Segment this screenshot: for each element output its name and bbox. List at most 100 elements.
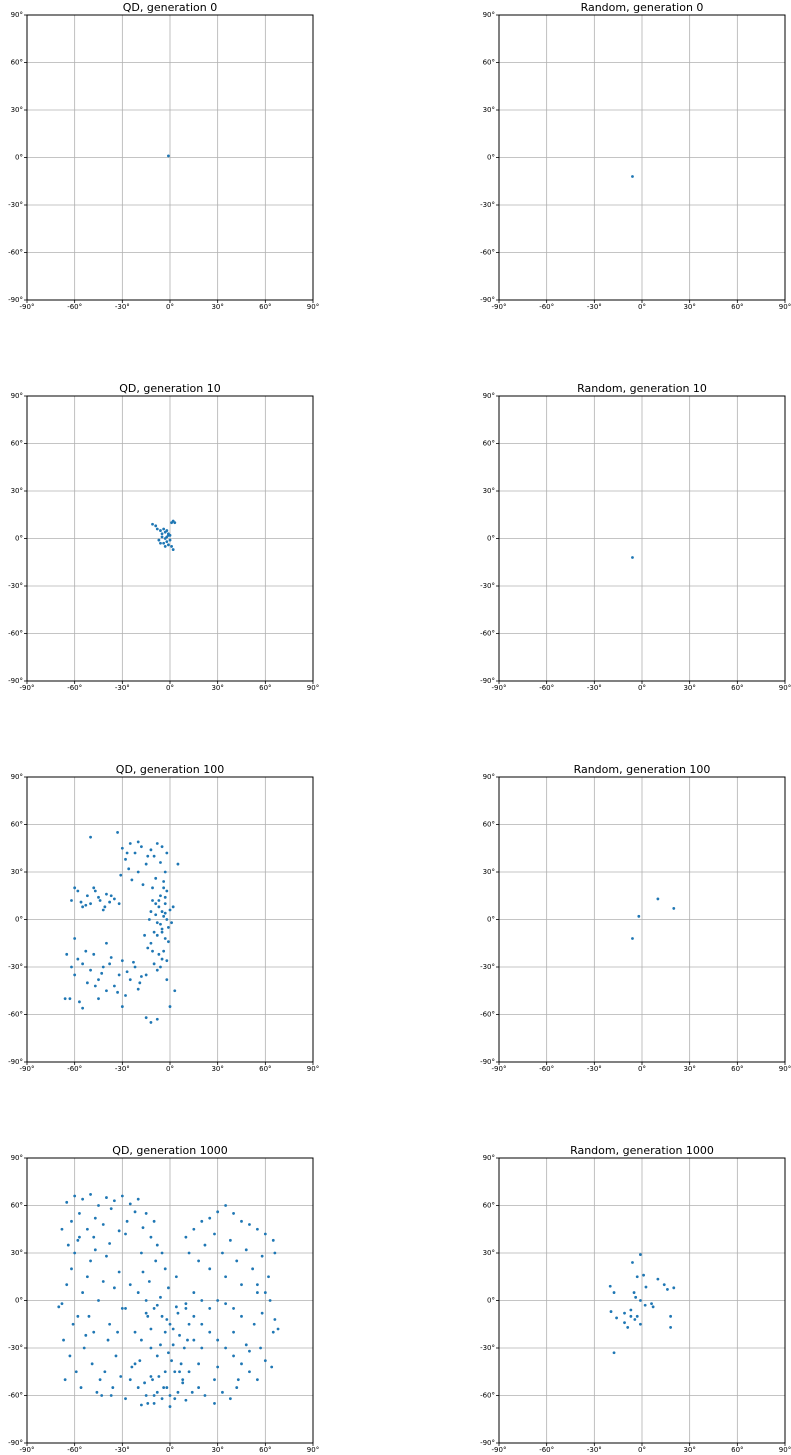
point xyxy=(146,1402,150,1405)
point xyxy=(184,1307,188,1310)
y-tick-label: -30° xyxy=(8,582,23,590)
point xyxy=(208,1307,212,1310)
point xyxy=(128,1378,132,1382)
point xyxy=(136,1197,140,1201)
point xyxy=(200,1346,204,1350)
point xyxy=(120,959,124,963)
point xyxy=(192,1314,196,1318)
point xyxy=(60,1302,64,1306)
point xyxy=(106,1338,110,1342)
point xyxy=(631,937,634,940)
point xyxy=(133,1362,137,1366)
point xyxy=(133,1210,137,1214)
point xyxy=(93,1248,97,1252)
point xyxy=(124,994,127,997)
point xyxy=(631,1261,634,1264)
point xyxy=(81,1291,85,1294)
point xyxy=(181,1381,185,1385)
point xyxy=(167,1351,170,1355)
x-tick-label: -90° xyxy=(20,303,35,311)
point xyxy=(662,1283,666,1287)
axes-frame xyxy=(26,1157,314,1444)
point xyxy=(70,965,73,969)
point xyxy=(147,1280,151,1283)
point xyxy=(133,1330,137,1334)
point xyxy=(165,851,169,855)
point xyxy=(168,538,172,542)
point xyxy=(224,1346,228,1350)
point xyxy=(97,997,100,1001)
point xyxy=(163,937,167,940)
point xyxy=(263,1291,267,1294)
y-tick-label: -30° xyxy=(480,201,495,209)
point xyxy=(103,1370,107,1374)
point xyxy=(170,1359,173,1363)
point xyxy=(159,965,162,969)
point xyxy=(162,949,166,953)
point xyxy=(208,1216,212,1220)
point xyxy=(89,1193,92,1196)
point xyxy=(168,1005,172,1008)
point xyxy=(89,902,92,906)
point xyxy=(125,851,129,855)
point xyxy=(159,541,162,545)
point xyxy=(140,845,143,849)
point xyxy=(642,1273,645,1277)
point xyxy=(73,1251,77,1255)
point xyxy=(244,1343,248,1347)
point xyxy=(160,1251,164,1255)
point xyxy=(85,1227,89,1231)
point xyxy=(151,1378,154,1382)
point xyxy=(221,1390,224,1394)
point xyxy=(635,1275,639,1279)
point xyxy=(138,1359,142,1363)
point xyxy=(98,1378,102,1382)
point xyxy=(213,1402,216,1405)
point xyxy=(165,1318,169,1321)
point xyxy=(615,1316,618,1320)
point xyxy=(112,984,116,988)
x-tick-label: 60° xyxy=(259,1446,271,1454)
y-tick-label: -90° xyxy=(8,296,23,304)
x-tick-label: 90° xyxy=(307,1446,319,1454)
point xyxy=(89,1259,92,1263)
point xyxy=(160,910,164,913)
point xyxy=(162,880,166,883)
point xyxy=(152,930,156,934)
x-tick-label: -90° xyxy=(20,1065,35,1073)
point xyxy=(97,895,100,899)
point xyxy=(179,1362,183,1366)
point xyxy=(639,1299,642,1302)
point xyxy=(176,862,180,866)
point xyxy=(224,1302,228,1306)
point xyxy=(248,1370,251,1374)
point xyxy=(192,1291,196,1294)
point xyxy=(140,1251,143,1255)
point xyxy=(608,1284,612,1288)
point xyxy=(273,1251,277,1255)
point xyxy=(105,941,108,945)
point xyxy=(200,1219,204,1223)
y-tick-label: 0° xyxy=(487,154,495,162)
point xyxy=(144,1311,148,1315)
x-tick-label: 60° xyxy=(259,684,271,692)
point xyxy=(136,1386,140,1389)
point xyxy=(141,1270,145,1274)
point xyxy=(174,1275,178,1279)
point xyxy=(98,899,102,902)
y-tick-label: 90° xyxy=(483,11,495,19)
point xyxy=(208,1330,212,1334)
x-tick-label: -30° xyxy=(587,303,602,311)
point xyxy=(95,1390,99,1394)
point xyxy=(268,1299,272,1302)
point xyxy=(108,900,112,904)
point xyxy=(213,1232,216,1236)
point xyxy=(103,905,107,909)
point xyxy=(65,952,69,956)
point xyxy=(159,894,162,898)
point xyxy=(114,1354,118,1358)
point xyxy=(609,1310,613,1313)
chart-title: Random, generation 10 xyxy=(577,382,707,395)
point xyxy=(184,1302,188,1306)
point xyxy=(623,1311,626,1315)
